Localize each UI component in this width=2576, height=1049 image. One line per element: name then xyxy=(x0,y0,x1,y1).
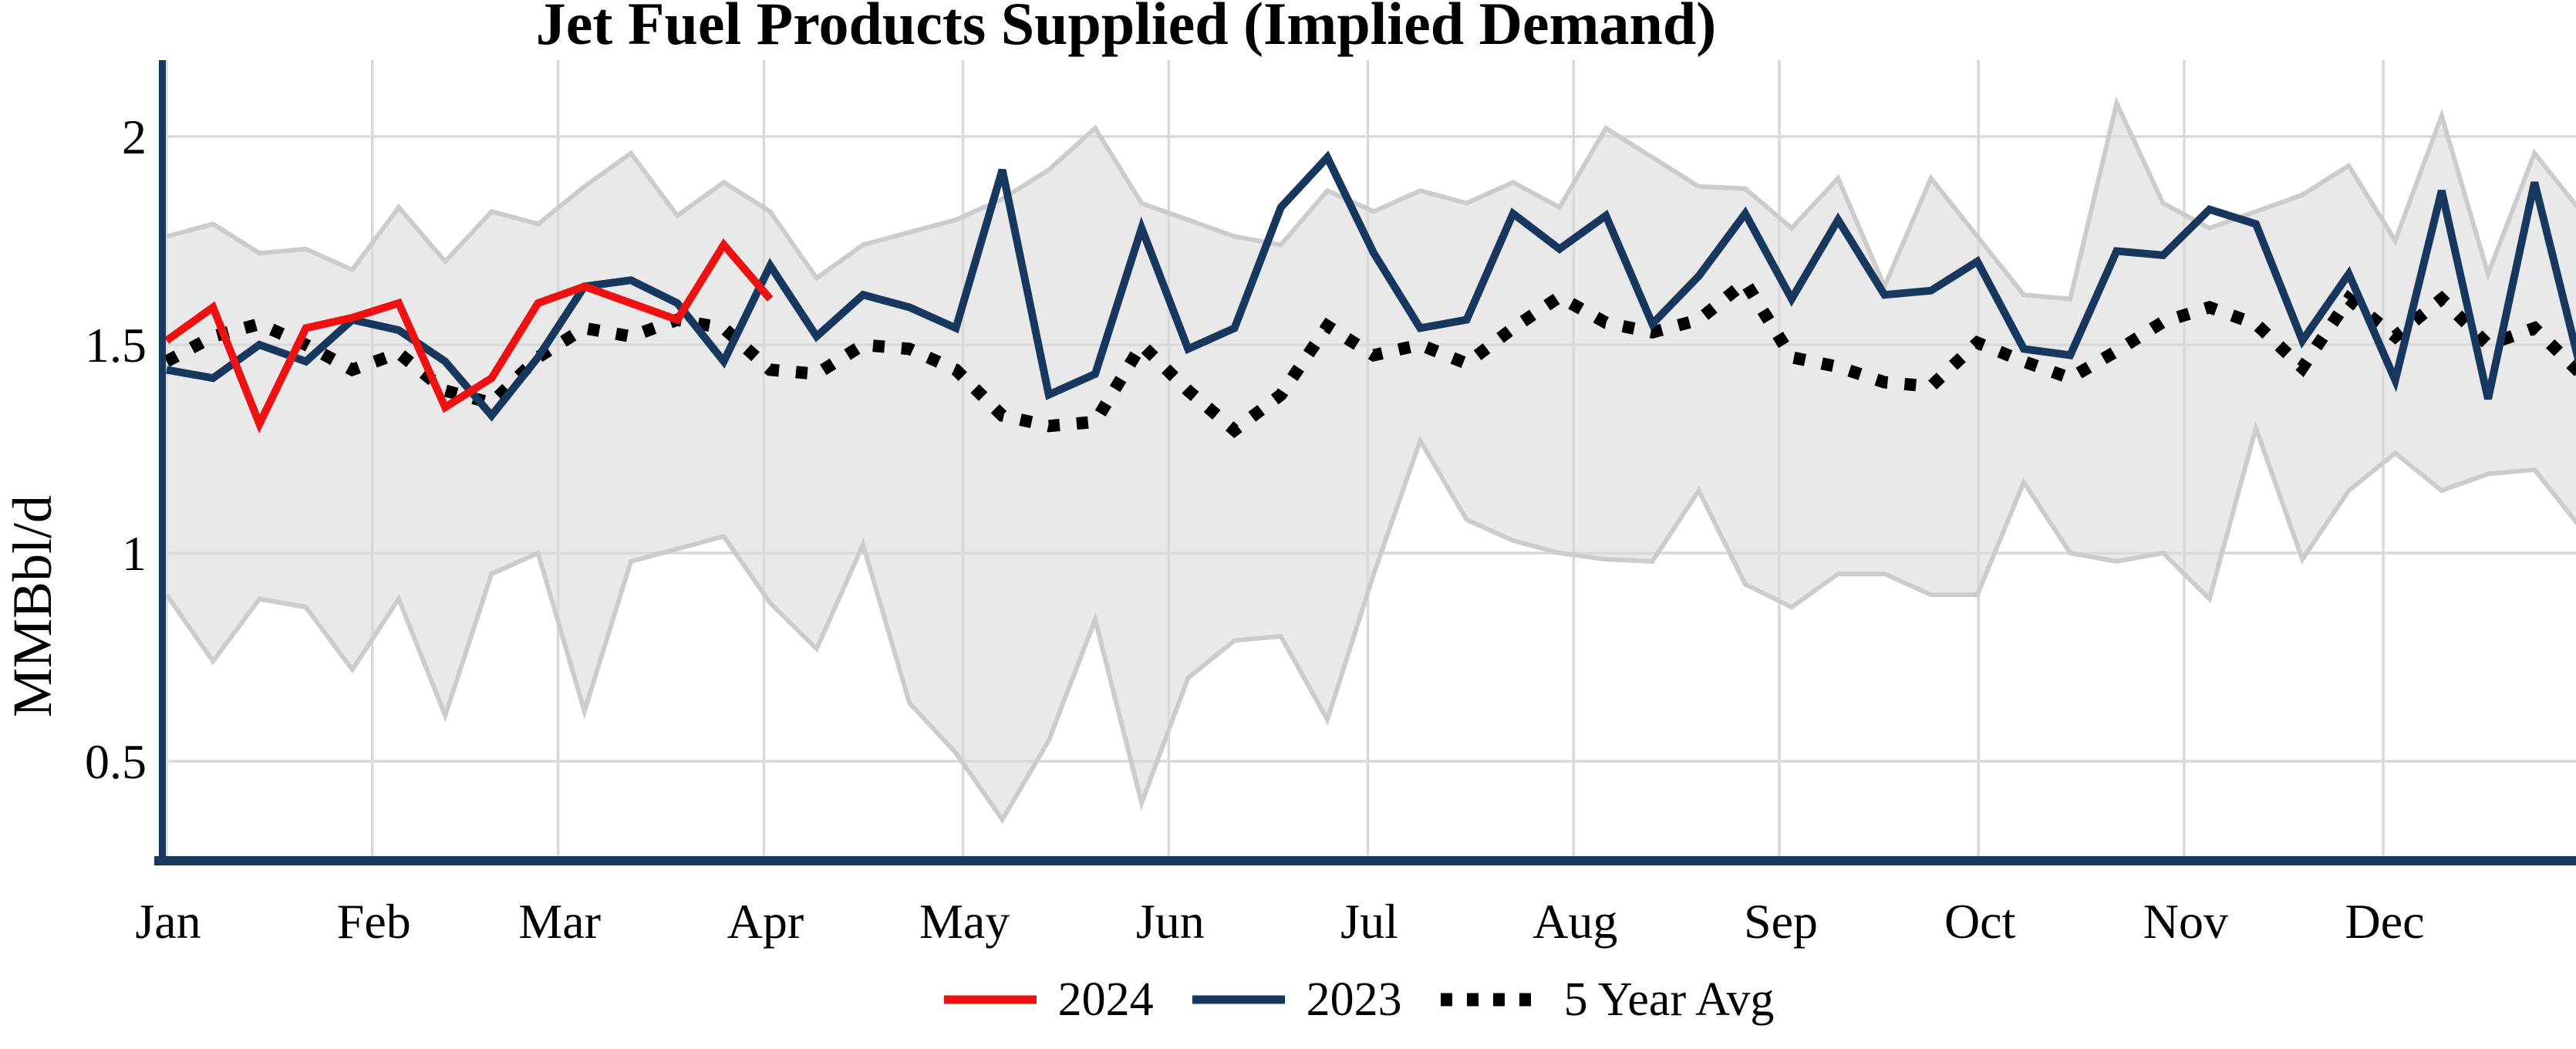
x-tick-label-may: May xyxy=(919,894,1010,949)
legend-swatch-2023 xyxy=(1192,995,1285,1004)
x-tick-label-jul: Jul xyxy=(1340,894,1398,949)
legend-label-5-year-avg: 5 Year Avg xyxy=(1563,973,1775,1026)
legend-label-2024: 2024 xyxy=(1057,973,1154,1026)
y-tick-label-0.5: 0.5 xyxy=(85,734,147,789)
legend-item-2023: 2023 xyxy=(1189,973,1402,1027)
legend-item-5-year-avg: 5 Year Avg xyxy=(1438,973,1775,1027)
band-5yr-range-area xyxy=(167,103,2576,820)
band-5yr-range-lower-edge xyxy=(164,420,2576,825)
x-tick-label-apr: Apr xyxy=(727,894,804,949)
legend-label-2023: 2023 xyxy=(1306,973,1402,1026)
chart-title: Jet Fuel Products Supplied (Implied Dema… xyxy=(535,0,1717,57)
band-5yr-range-upper-edge xyxy=(166,96,2576,302)
x-tick-label-mar: Mar xyxy=(518,894,601,949)
line-2023 xyxy=(166,150,2576,422)
line-2024 xyxy=(164,238,774,433)
y-tick-label-1.5: 1.5 xyxy=(85,318,147,373)
x-axis-line xyxy=(154,856,2576,865)
y-tick-label-2: 2 xyxy=(122,110,147,164)
legend: 2024 2023 5 Year Avg xyxy=(794,964,1920,1035)
legend-item-2024: 2024 xyxy=(941,973,1154,1027)
y-axis-spine xyxy=(159,60,166,865)
legend-swatch-5-year-avg xyxy=(1440,993,1546,1007)
x-tick-label-jan: Jan xyxy=(135,894,201,949)
x-tick-label-aug: Aug xyxy=(1532,894,1617,949)
y-axis-title: MMBbl/d xyxy=(2,494,63,718)
x-tick-label-sep: Sep xyxy=(1744,894,1818,949)
x-tick-label-nov: Nov xyxy=(2143,894,2228,949)
legend-swatch-2024 xyxy=(943,995,1037,1004)
x-tick-label-jun: Jun xyxy=(1136,894,1205,949)
x-tick-label-dec: Dec xyxy=(2345,894,2425,949)
x-tick-label-oct: Oct xyxy=(1944,894,2016,949)
x-tick-label-feb: Feb xyxy=(337,894,411,949)
line-5-year-avg xyxy=(164,273,2576,438)
y-tick-label-1: 1 xyxy=(122,526,147,581)
